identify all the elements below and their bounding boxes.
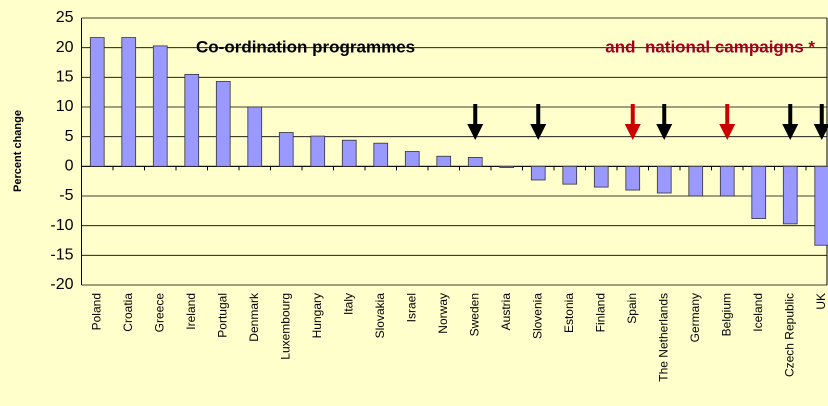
arrow-head (719, 124, 736, 140)
y-tick-label: -10 (50, 217, 73, 234)
bar (247, 106, 263, 167)
x-tick-label: Czech Republic (782, 293, 796, 377)
bar (782, 165, 798, 225)
bar (719, 165, 735, 197)
x-tick-label: Israel (404, 293, 418, 322)
y-tick-label: 15 (56, 69, 74, 86)
x-tick-label: Estonia (562, 293, 576, 333)
bar (530, 165, 546, 181)
bar (562, 165, 578, 185)
bar (404, 151, 420, 167)
arrow-head (530, 124, 547, 140)
x-tick-label: Portugal (215, 293, 229, 338)
x-tick-label: Spain (625, 293, 639, 324)
x-tick-label: Luxembourg (278, 293, 292, 360)
arrow-head (624, 124, 641, 140)
bar (373, 142, 389, 167)
bar (814, 165, 828, 246)
bar (751, 165, 767, 219)
bar (310, 135, 326, 167)
bar (499, 165, 515, 168)
arrow-head (782, 124, 799, 140)
bar (278, 132, 294, 167)
bar (184, 73, 200, 167)
y-tick-label: -15 (50, 247, 73, 264)
bar (341, 139, 357, 167)
x-tick-label: Iceland (751, 293, 765, 332)
arrow-head (656, 124, 673, 140)
x-tick-label: Norway (436, 293, 450, 334)
x-tick-label: Italy (341, 293, 355, 315)
bar (89, 37, 105, 167)
x-tick-label: Poland (89, 293, 103, 330)
y-tick-label: 0 (65, 158, 74, 175)
bar (152, 45, 168, 167)
x-tick-label: The Netherlands (656, 293, 670, 382)
bar (215, 81, 231, 167)
bar (467, 157, 483, 167)
y-tick-label: 20 (56, 39, 74, 56)
x-tick-label: UK (814, 293, 828, 310)
y-tick-label: -20 (50, 276, 73, 293)
x-tick-label: Greece (152, 293, 166, 333)
annotation: Co-ordination programmes (196, 37, 415, 56)
x-tick-label: Germany (688, 293, 702, 342)
x-tick-label: Hungary (310, 293, 324, 338)
bar (625, 165, 641, 191)
y-axis-label: Percent change (12, 110, 24, 192)
bar (656, 165, 672, 194)
x-tick-label: Slovakia (373, 293, 387, 339)
x-tick-label: Ireland (184, 293, 198, 330)
bar (121, 37, 137, 167)
y-tick-label: -5 (59, 187, 73, 204)
y-tick-label: 5 (65, 128, 74, 145)
bar (436, 155, 452, 167)
x-tick-label: Croatia (121, 293, 135, 332)
arrow-head (467, 124, 484, 140)
y-tick-label: 25 (56, 9, 74, 26)
x-tick-label: Austria (499, 293, 513, 331)
bar (688, 165, 704, 197)
x-tick-label: Sweden (467, 293, 481, 336)
bar (593, 165, 609, 188)
x-tick-label: Finland (593, 293, 607, 332)
x-tick-label: Slovenia (530, 293, 544, 339)
y-tick-label: 10 (56, 98, 74, 115)
annotation-2: and national campaigns * (605, 37, 815, 56)
x-tick-label: Denmark (247, 292, 261, 342)
arrow-head (813, 124, 828, 140)
x-tick-label: Belgium (719, 293, 733, 336)
